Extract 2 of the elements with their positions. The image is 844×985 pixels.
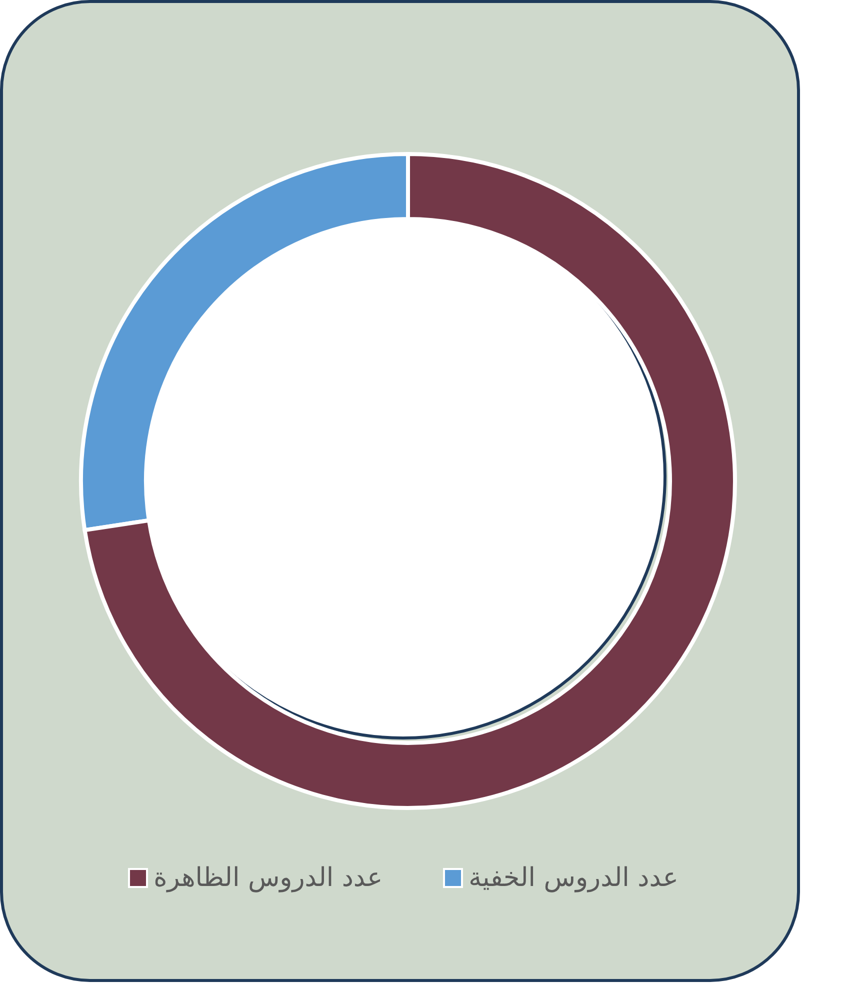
legend-label: عدد الدروس الظاهرة — [154, 863, 383, 893]
legend-label: عدد الدروس الخفية — [468, 863, 678, 893]
